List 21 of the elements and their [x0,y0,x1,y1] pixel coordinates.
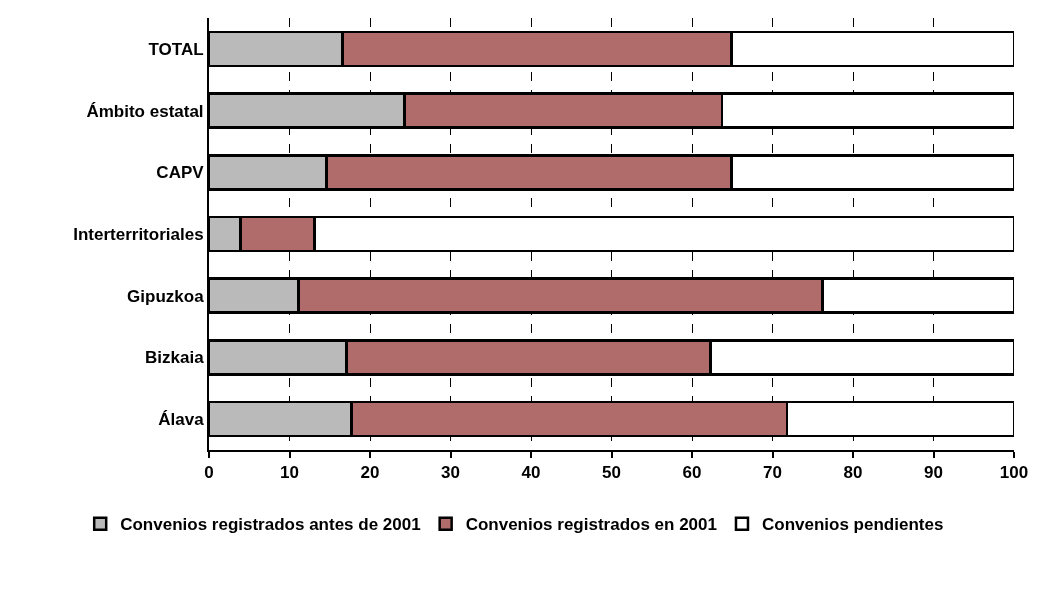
x-tick-label: 80 [843,463,863,483]
y-tick-label: TOTAL [148,39,204,59]
x-tick-label: 50 [602,463,621,483]
x-tick-label: 70 [763,463,782,483]
x-tick-label: 40 [521,463,541,483]
y-tick-label: Bizkaia [145,348,205,368]
x-tick-label: 0 [204,463,214,483]
x-tick-label: 100 [999,463,1029,483]
y-tick-label: Álava [158,410,205,430]
x-tick-label: 10 [280,463,299,483]
legend-label: Convenios registrados antes de 2001 [120,515,421,535]
x-tick-label: 30 [441,463,460,483]
legend-label: Convenios registrados en 2001 [465,515,717,535]
x-tick-label: 20 [360,463,380,483]
y-tick-label: Gipuzkoa [127,286,205,306]
y-tick-label: CAPV [156,163,205,183]
y-tick-label: Interterritoriales [73,224,204,244]
legend-label: Convenios pendientes [761,515,944,535]
x-tick-label: 90 [924,463,943,483]
y-tick-label: Ámbito estatal [86,101,204,121]
x-tick-label: 60 [682,463,702,483]
